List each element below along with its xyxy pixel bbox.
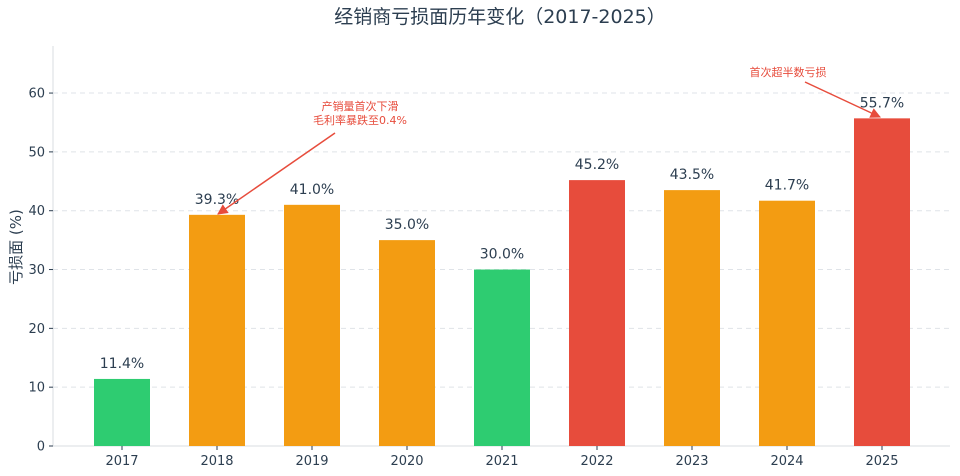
bar-2017 <box>94 378 150 446</box>
bar-2021 <box>474 269 530 446</box>
data-label-2023: 43.5% <box>670 167 714 183</box>
x-tick-label: 2020 <box>390 454 423 469</box>
bar-2023 <box>664 190 720 446</box>
bar-2022 <box>569 180 625 446</box>
bar-2025 <box>854 118 910 447</box>
y-tick-label: 30 <box>28 263 45 278</box>
data-label-2024: 41.7% <box>765 178 809 194</box>
x-tick-label: 2019 <box>295 454 328 469</box>
annotation-text: 首次超半数亏损 <box>750 65 827 79</box>
x-tick-label: 2022 <box>580 454 613 469</box>
x-tick-label: 2024 <box>770 454 803 469</box>
x-tick-label: 2017 <box>105 454 138 469</box>
x-tick-label: 2018 <box>200 454 233 469</box>
y-tick-label: 10 <box>28 381 45 396</box>
y-tick-label: 20 <box>28 322 45 337</box>
annotation-arrow <box>804 81 881 118</box>
bar-2019 <box>284 204 340 446</box>
bar-2018 <box>189 214 245 446</box>
data-label-2025: 55.7% <box>860 95 904 111</box>
y-axis-label: 亏损面 (%) <box>7 209 25 285</box>
y-tick-label: 60 <box>28 87 45 102</box>
annotation-text: 毛利率暴跌至0.4% <box>313 113 407 127</box>
data-label-2018: 39.3% <box>195 192 239 208</box>
x-tick-label: 2025 <box>865 454 898 469</box>
y-tick-label: 50 <box>28 145 45 160</box>
x-tick-label: 2021 <box>485 454 518 469</box>
data-label-2020: 35.0% <box>385 217 429 233</box>
x-tick-label: 2023 <box>675 454 708 469</box>
data-label-2017: 11.4% <box>100 356 144 372</box>
annotation-arrow <box>217 132 336 215</box>
data-label-2021: 30.0% <box>480 247 524 263</box>
y-tick-label: 40 <box>28 204 45 219</box>
data-label-2022: 45.2% <box>575 157 619 173</box>
data-label-2019: 41.0% <box>290 182 334 198</box>
chart-title: 经销商亏损面历年变化（2017-2025） <box>334 6 666 28</box>
y-tick-label: 0 <box>37 440 45 455</box>
annotation-text: 产销量首次下滑 <box>322 99 399 113</box>
bar-2020 <box>379 240 435 446</box>
bar-2024 <box>759 200 815 446</box>
